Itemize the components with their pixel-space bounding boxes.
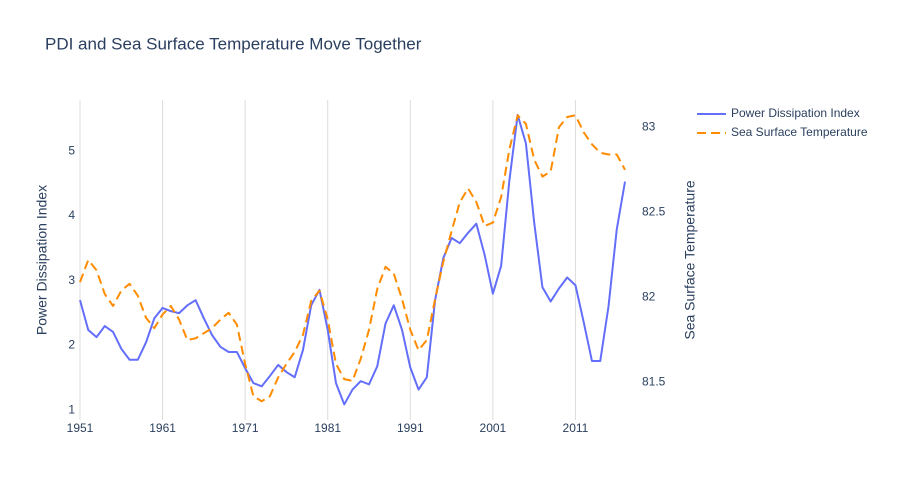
y-tick-label: 2 xyxy=(68,338,75,352)
chart-title: PDI and Sea Surface Temperature Move Tog… xyxy=(45,34,422,53)
legend-label: Power Dissipation Index xyxy=(731,106,860,120)
x-tick-label: 1991 xyxy=(397,421,424,435)
x-tick-label: 1971 xyxy=(232,421,259,435)
x-tick-label: 1981 xyxy=(314,421,341,435)
y-axis-title: Power Dissipation Index xyxy=(34,185,50,335)
y-tick-label: 4 xyxy=(68,208,75,222)
y-tick-label: 1 xyxy=(68,402,75,416)
y-tick-label: 3 xyxy=(68,273,75,287)
x-tick-label: 1961 xyxy=(149,421,176,435)
x-tick-label: 1951 xyxy=(67,421,94,435)
y2-axis-title: Sea Surface Temperature xyxy=(682,180,698,339)
y2-tick-label: 81.5 xyxy=(642,375,666,389)
y2-tick-label: 82 xyxy=(642,290,656,304)
x-tick-label: 2011 xyxy=(563,421,589,435)
y2-tick-label: 83 xyxy=(642,119,656,133)
y-tick-label: 5 xyxy=(68,143,75,157)
y2-tick-label: 82.5 xyxy=(642,205,666,219)
line-series xyxy=(79,114,626,403)
legend-label: Sea Surface Temperature xyxy=(731,125,868,139)
line-series xyxy=(79,113,626,406)
x-tick-label: 2001 xyxy=(480,421,507,435)
